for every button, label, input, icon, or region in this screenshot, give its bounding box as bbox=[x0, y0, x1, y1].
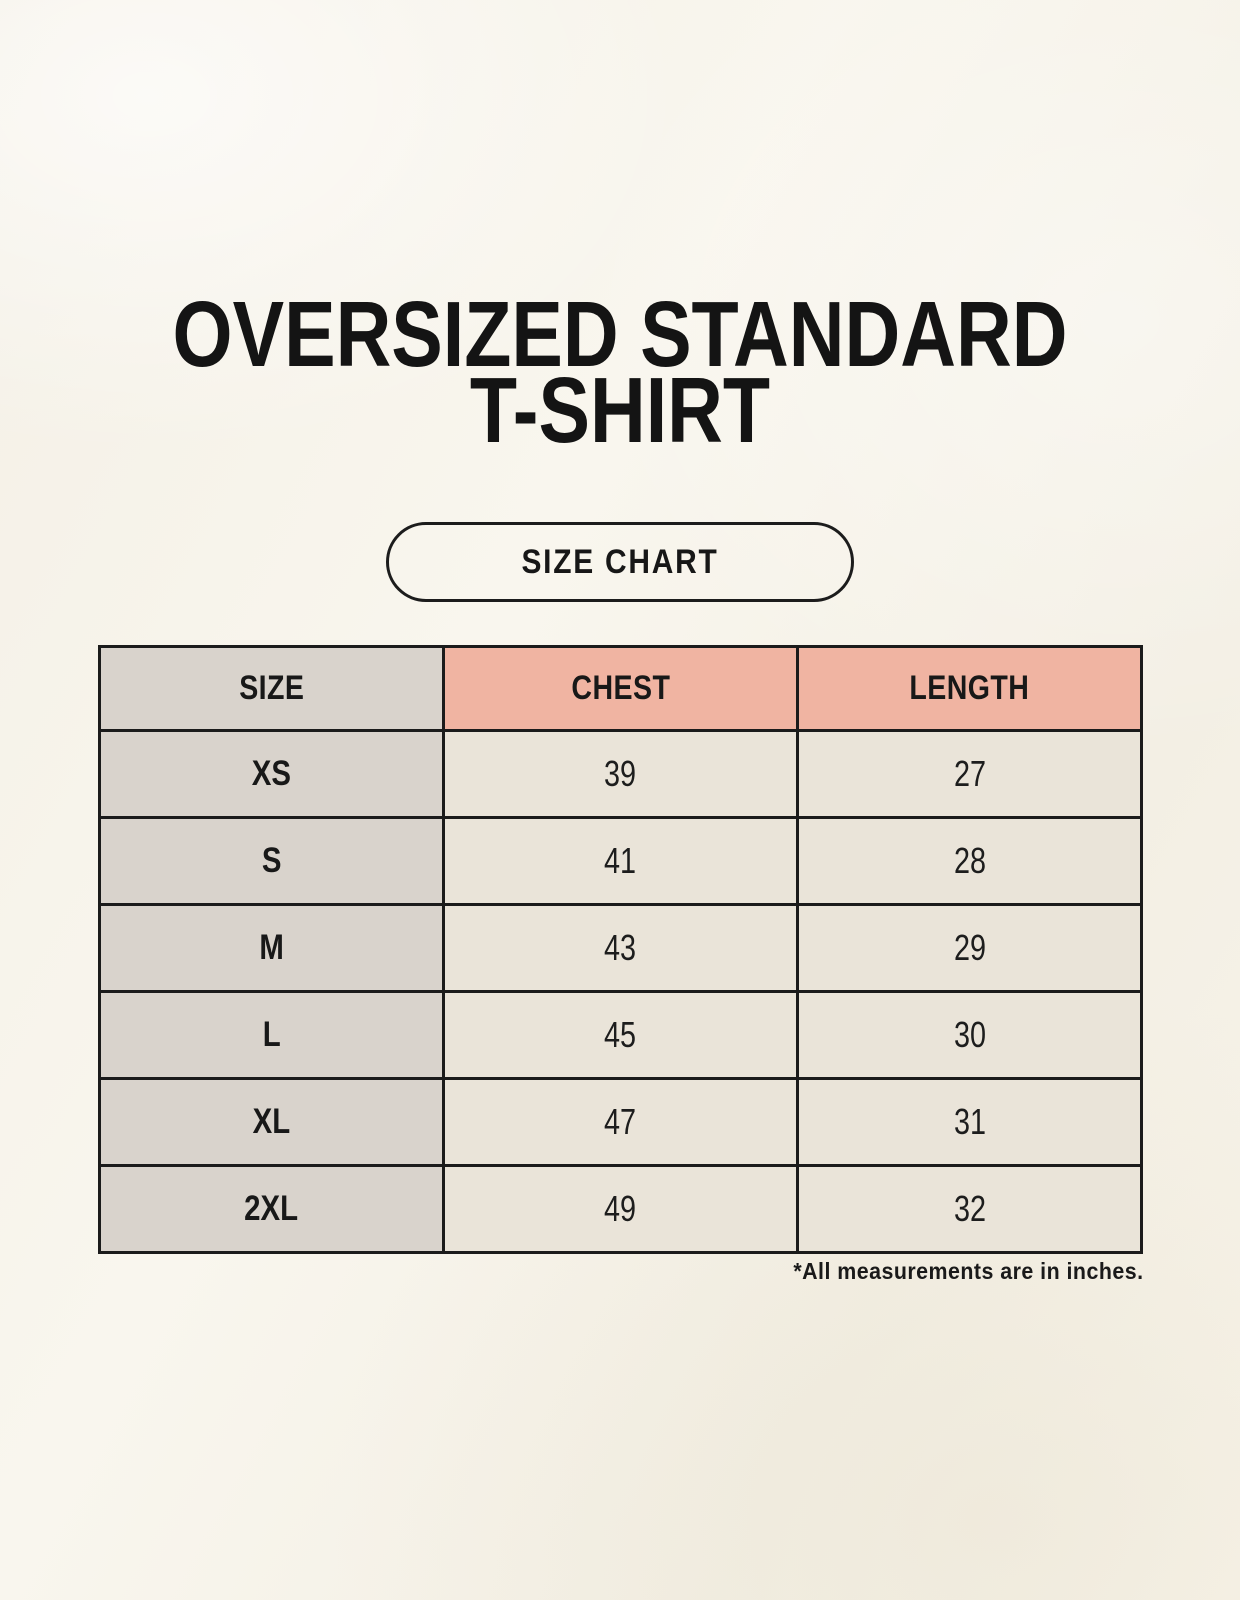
chest-cell: 43 bbox=[441, 903, 800, 993]
chest-cell: 41 bbox=[441, 816, 800, 906]
size-cell: M bbox=[98, 903, 445, 993]
size-cell: L bbox=[98, 990, 445, 1080]
page-title-line-1: OVERSIZED STANDARD bbox=[172, 282, 1068, 386]
length-value: 28 bbox=[953, 840, 986, 881]
chest-value: 47 bbox=[604, 1101, 637, 1142]
size-label: M bbox=[259, 928, 284, 967]
chest-cell: 45 bbox=[441, 990, 800, 1080]
length-cell: 29 bbox=[796, 903, 1143, 993]
page-title: OVERSIZED STANDARD T-SHIRT bbox=[105, 282, 1134, 462]
length-value: 32 bbox=[953, 1188, 986, 1229]
header-cell-size: SIZE bbox=[98, 645, 445, 732]
table-header-row: SIZE CHEST LENGTH bbox=[98, 645, 1143, 732]
table-row-s: S 41 28 bbox=[98, 816, 1143, 906]
chest-cell: 47 bbox=[441, 1077, 800, 1167]
chest-cell: 49 bbox=[441, 1164, 800, 1254]
size-label: 2XL bbox=[244, 1189, 299, 1228]
length-cell: 32 bbox=[796, 1164, 1143, 1254]
chest-value: 43 bbox=[604, 927, 637, 968]
measurements-footnote: *All measurements are in inches. bbox=[792, 1258, 1143, 1284]
size-cell: XS bbox=[98, 729, 445, 819]
page-title-line-2: T-SHIRT bbox=[469, 358, 771, 462]
size-label: S bbox=[261, 841, 282, 880]
length-value: 29 bbox=[953, 927, 986, 968]
header-cell-chest: CHEST bbox=[441, 645, 800, 732]
header-label-chest: CHEST bbox=[571, 669, 670, 707]
table-row-l: L 45 30 bbox=[98, 990, 1143, 1080]
length-value: 31 bbox=[953, 1101, 986, 1142]
table-row-2xl: 2XL 49 32 bbox=[98, 1164, 1143, 1254]
length-cell: 27 bbox=[796, 729, 1143, 819]
length-value: 27 bbox=[953, 753, 986, 794]
chest-value: 49 bbox=[604, 1188, 637, 1229]
size-chart-table: SIZE CHEST LENGTH XS 39 27 S 41 28 M 43 … bbox=[98, 645, 1143, 1254]
header-cell-length: LENGTH bbox=[796, 645, 1143, 732]
table-row-xl: XL 47 31 bbox=[98, 1077, 1143, 1167]
length-cell: 31 bbox=[796, 1077, 1143, 1167]
length-value: 30 bbox=[953, 1014, 986, 1055]
length-cell: 30 bbox=[796, 990, 1143, 1080]
header-label-size: SIZE bbox=[238, 669, 305, 707]
table-row-xs: XS 39 27 bbox=[98, 729, 1143, 819]
size-chart-button-label: SIZE CHART bbox=[521, 542, 719, 581]
size-label: L bbox=[262, 1015, 281, 1054]
size-cell: XL bbox=[98, 1077, 445, 1167]
table-row-m: M 43 29 bbox=[98, 903, 1143, 993]
chest-cell: 39 bbox=[441, 729, 800, 819]
length-cell: 28 bbox=[796, 816, 1143, 906]
size-cell: S bbox=[98, 816, 445, 906]
header-label-length: LENGTH bbox=[909, 669, 1030, 707]
chest-value: 45 bbox=[604, 1014, 637, 1055]
size-cell: 2XL bbox=[98, 1164, 445, 1254]
chest-value: 41 bbox=[604, 840, 637, 881]
size-label: XS bbox=[251, 754, 292, 793]
chest-value: 39 bbox=[604, 753, 637, 794]
size-chart-button[interactable]: SIZE CHART bbox=[386, 522, 854, 602]
size-label: XL bbox=[252, 1102, 291, 1141]
